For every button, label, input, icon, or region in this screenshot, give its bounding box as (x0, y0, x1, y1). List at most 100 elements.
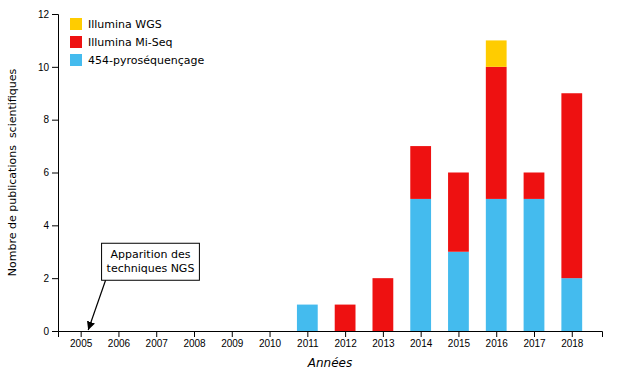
tick-label: 2012 (334, 338, 357, 349)
bar (410, 199, 431, 331)
bar (70, 331, 91, 332)
bar (561, 93, 582, 278)
tick-label: 2008 (183, 338, 206, 349)
bar (221, 331, 242, 332)
bar (146, 331, 167, 332)
legend-label: Illumina WGS (88, 18, 162, 31)
legend-item: 454-pyroséquençage (70, 54, 204, 67)
tick-label: 2018 (561, 338, 584, 349)
tick: 4 (43, 220, 58, 231)
legend-label: 454-pyroséquençage (88, 54, 204, 67)
tick-label: 2010 (259, 338, 282, 349)
bar-series (297, 199, 582, 331)
x-axis: 2005 2006 2007 2008 2009 2010 2011 2012 2013 2014… (59, 331, 603, 349)
bar (146, 331, 167, 332)
bar (524, 199, 545, 331)
bar (184, 331, 205, 332)
tick-label: 2009 (221, 338, 244, 349)
legend-swatch (70, 36, 82, 48)
tick-label: 2014 (410, 338, 433, 349)
tick: 2017 (523, 331, 546, 349)
tick-mark (194, 331, 195, 337)
tick-label: 2006 (108, 338, 131, 349)
tick: 12 (38, 9, 58, 20)
tick-mark (52, 278, 58, 279)
bar (335, 305, 356, 331)
tick-mark (232, 331, 233, 337)
bar (297, 304, 318, 305)
bar (448, 252, 469, 331)
tick-mark (52, 173, 58, 174)
tick: 2012 (334, 331, 357, 349)
bar (524, 172, 545, 173)
bar-series (486, 40, 507, 66)
bar (108, 331, 129, 332)
tick: 0 (43, 326, 58, 337)
bar (184, 331, 205, 332)
tick-mark (534, 331, 535, 337)
tick: 2007 (146, 331, 169, 349)
annotation-text: Apparition destechniques NGS (107, 248, 195, 275)
bar (108, 331, 129, 332)
bar (297, 305, 318, 331)
bar (259, 331, 280, 332)
tick-mark (496, 331, 497, 337)
bar (448, 172, 469, 173)
tick-label: 2013 (372, 338, 395, 349)
tick-mark (383, 331, 384, 337)
annotation-box (102, 243, 200, 280)
bar (486, 199, 507, 331)
tick-label: 8 (43, 114, 49, 125)
tick-mark (458, 331, 459, 337)
annotation: Apparition destechniques NGS (88, 243, 199, 330)
tick-mark (572, 331, 573, 337)
tick-label: 4 (43, 220, 49, 231)
tick-mark (156, 331, 157, 337)
bar (410, 146, 431, 147)
tick-label: 2 (43, 273, 49, 284)
bar (221, 331, 242, 332)
bar (524, 173, 545, 199)
tick-label: 2011 (297, 338, 319, 349)
tick-mark (307, 331, 308, 337)
chart: 2005200620072008200920102011201220132014… (0, 0, 618, 377)
tick-label: 12 (38, 9, 50, 20)
tick: 10 (38, 62, 58, 73)
bar (561, 278, 582, 331)
axis-line (52, 15, 59, 332)
tick-mark (421, 331, 422, 337)
annotation-arrow (88, 280, 105, 330)
tick-mark (52, 225, 58, 226)
bar (108, 331, 129, 332)
axis-line (59, 332, 603, 338)
tick: 2015 (448, 331, 471, 349)
tick: 6 (43, 167, 58, 178)
y-axis: 0 2 4 6 8 10 12 (38, 9, 59, 337)
bars (297, 40, 582, 331)
tick-mark (270, 331, 271, 337)
legend-label: Illumina Mi-Seq (88, 36, 173, 49)
tick-label: 2017 (523, 338, 546, 349)
bar (221, 331, 242, 332)
tick: 2016 (486, 331, 509, 349)
bar (486, 67, 507, 199)
tick-label: 6 (43, 167, 49, 178)
bar (146, 331, 167, 332)
bar (70, 331, 91, 332)
bar (486, 40, 507, 66)
bar (448, 173, 469, 252)
bar (410, 146, 431, 199)
tick: 2010 (259, 331, 282, 349)
tick-label: 2005 (70, 338, 93, 349)
bar (561, 93, 582, 94)
tick: 2013 (372, 331, 395, 349)
bar (373, 278, 394, 279)
legend-item: Illumina Mi-Seq (70, 36, 173, 49)
tick-mark (345, 331, 346, 337)
tick: 2014 (410, 331, 433, 349)
tick-mark (52, 120, 58, 121)
legend-swatch (70, 54, 82, 66)
bar (259, 331, 280, 332)
tick: 2011 (297, 331, 319, 349)
tick: 2 (43, 273, 58, 284)
